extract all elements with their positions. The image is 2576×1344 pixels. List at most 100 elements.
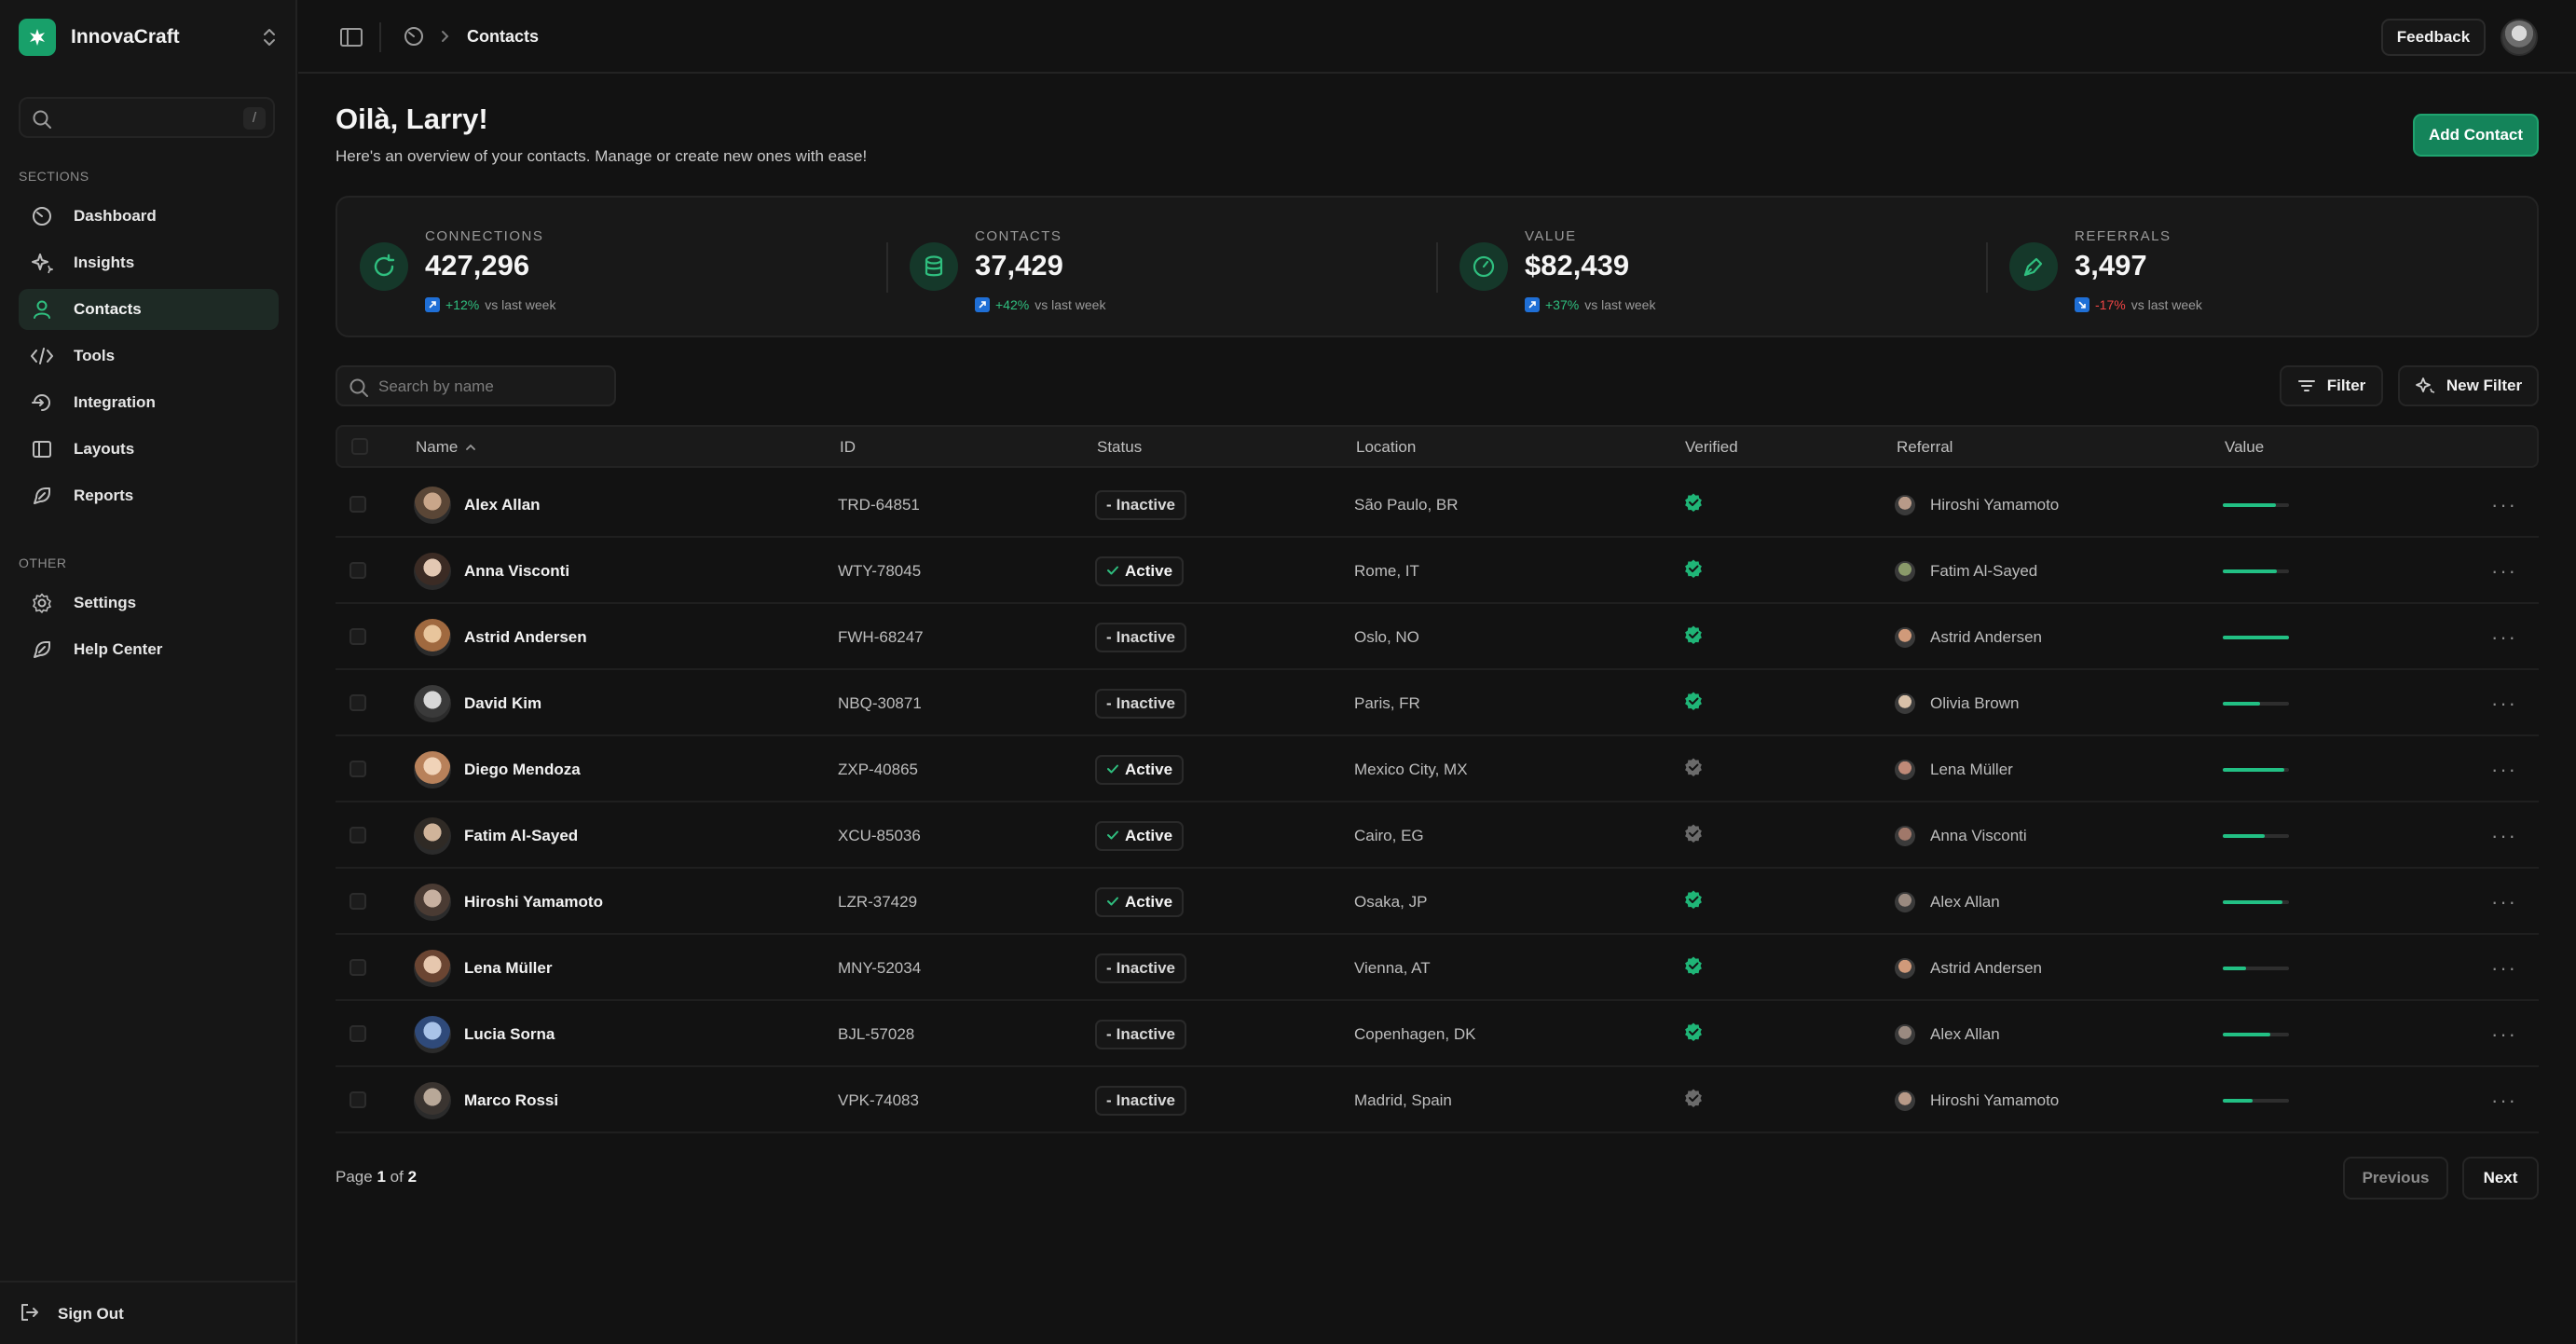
row-actions-button[interactable]: ··· xyxy=(2491,802,2517,869)
contact-name-cell[interactable]: Diego Mendoza xyxy=(414,736,581,802)
sidebar-item-integration[interactable]: Integration xyxy=(19,382,279,423)
value-cell xyxy=(2223,802,2289,869)
row-actions-button[interactable]: ··· xyxy=(2491,736,2517,802)
contact-name: Marco Rossi xyxy=(464,1090,559,1109)
sign-out-button[interactable]: Sign Out xyxy=(19,1294,124,1335)
sidebar-item-settings[interactable]: Settings xyxy=(19,583,279,624)
unverified-badge-icon xyxy=(1683,823,1704,848)
sidebar-item-contacts[interactable]: Contacts xyxy=(19,289,279,330)
column-header-value[interactable]: Value xyxy=(2225,438,2265,456)
sidebar-item-label: Help Center xyxy=(74,640,163,658)
table-row[interactable]: David Kim NBQ-30871 - Inactive Paris, FR Oliv… xyxy=(336,670,2539,736)
status-label: Inactive xyxy=(1116,693,1175,712)
table-row[interactable]: Astrid Andersen FWH-68247 - Inactive Oslo, N… xyxy=(336,604,2539,670)
breadcrumb[interactable]: Contacts xyxy=(467,27,540,46)
row-checkbox[interactable] xyxy=(349,959,366,976)
row-checkbox[interactable] xyxy=(349,1025,366,1042)
value-progress-bar xyxy=(2223,966,2289,970)
filter-button[interactable]: Filter xyxy=(2280,365,2383,406)
column-header-id[interactable]: ID xyxy=(840,438,856,456)
column-header-referral[interactable]: Referral xyxy=(1897,438,1953,456)
contact-name-cell[interactable]: Anna Visconti xyxy=(414,538,569,604)
add-contact-button[interactable]: Add Contact xyxy=(2413,114,2539,157)
select-all-checkbox[interactable] xyxy=(351,438,368,455)
contact-name-cell[interactable]: Fatim Al-Sayed xyxy=(414,802,578,869)
column-header-verified[interactable]: Verified xyxy=(1685,438,1738,456)
database-icon xyxy=(910,242,958,291)
sidebar-item-reports[interactable]: Reports xyxy=(19,475,279,516)
verified-cell xyxy=(1683,736,1704,802)
row-actions-button[interactable]: ··· xyxy=(2491,604,2517,670)
contact-name-cell[interactable]: Lena Müller xyxy=(414,935,552,1001)
sidebar-item-insights[interactable]: Insights xyxy=(19,242,279,283)
table-row[interactable]: Marco Rossi VPK-74083 - Inactive Madrid, Spa… xyxy=(336,1067,2539,1133)
sidebar-item-help-center[interactable]: Help Center xyxy=(19,629,279,670)
row-actions-button[interactable]: ··· xyxy=(2491,869,2517,935)
stat-delta: -17% vs last week xyxy=(2075,297,2202,312)
row-actions-button[interactable]: ··· xyxy=(2491,935,2517,1001)
feedback-button[interactable]: Feedback xyxy=(2381,19,2486,56)
contact-name-cell[interactable]: Astrid Andersen xyxy=(414,604,587,670)
avatar xyxy=(414,883,451,921)
table-search[interactable] xyxy=(336,365,616,406)
unverified-badge-icon xyxy=(1683,1088,1704,1113)
table-row[interactable]: Hiroshi Yamamoto LZR-37429 Active Osaka, JP… xyxy=(336,869,2539,935)
verified-badge-icon xyxy=(1683,955,1704,981)
other-label: OTHER xyxy=(19,555,67,570)
row-checkbox[interactable] xyxy=(349,893,366,910)
chevron-up-down-icon[interactable] xyxy=(259,26,280,48)
column-header-name[interactable]: Name xyxy=(416,438,476,457)
row-checkbox[interactable] xyxy=(349,562,366,579)
referral-cell: Anna Visconti xyxy=(1895,802,2027,869)
next-button[interactable]: Next xyxy=(2462,1157,2539,1200)
row-actions-button[interactable]: ··· xyxy=(2491,472,2517,538)
new-filter-button[interactable]: New Filter xyxy=(2398,365,2539,406)
contact-name-cell[interactable]: Alex Allan xyxy=(414,472,541,538)
table-row[interactable]: Diego Mendoza ZXP-40865 Active Mexico City,… xyxy=(336,736,2539,802)
row-checkbox[interactable] xyxy=(349,1091,366,1108)
search-input[interactable] xyxy=(378,375,602,399)
row-actions-button[interactable]: ··· xyxy=(2491,538,2517,604)
stat-delta-suffix: vs last week xyxy=(1035,297,1106,312)
sidebar-item-layouts[interactable]: Layouts xyxy=(19,429,279,470)
column-header-location[interactable]: Location xyxy=(1356,438,1417,456)
table-row[interactable]: Lena Müller MNY-52034 - Inactive Vienna, AT A… xyxy=(336,935,2539,1001)
avatar xyxy=(414,1081,451,1119)
dashboard-icon[interactable] xyxy=(403,25,425,52)
contact-id: WTY-78045 xyxy=(838,561,922,580)
sidebar-item-dashboard[interactable]: Dashboard xyxy=(19,196,279,237)
contact-name-cell[interactable]: Lucia Sorna xyxy=(414,1001,555,1067)
column-header-status[interactable]: Status xyxy=(1097,438,1143,456)
row-checkbox[interactable] xyxy=(349,496,366,513)
row-actions-button[interactable]: ··· xyxy=(2491,1067,2517,1133)
status-badge: Active xyxy=(1095,555,1185,586)
contact-location: Rome, IT xyxy=(1354,561,1419,580)
avatar[interactable] xyxy=(2501,19,2538,56)
value-progress-bar xyxy=(2223,701,2289,706)
referral-name: Fatim Al-Sayed xyxy=(1930,561,2038,580)
sidebar-toggle-icon[interactable] xyxy=(339,26,363,53)
sidebar-search[interactable]: / xyxy=(19,97,275,138)
row-actions-button[interactable]: ··· xyxy=(2491,1001,2517,1067)
row-actions-button[interactable]: ··· xyxy=(2491,670,2517,736)
row-checkbox[interactable] xyxy=(349,827,366,843)
row-checkbox[interactable] xyxy=(349,694,366,711)
row-checkbox[interactable] xyxy=(349,628,366,645)
contact-name-cell[interactable]: Marco Rossi xyxy=(414,1067,558,1133)
row-checkbox[interactable] xyxy=(349,761,366,777)
value-cell xyxy=(2223,604,2289,670)
table-row[interactable]: Fatim Al-Sayed XCU-85036 Active Cairo, EG An… xyxy=(336,802,2539,869)
workspace-switcher[interactable]: InnovaCraft xyxy=(19,19,280,56)
stat-referrals: REFERRALS 3,497 -17% vs last week xyxy=(1987,198,2537,336)
table-row[interactable]: Anna Visconti WTY-78045 Active Rome, IT Fati… xyxy=(336,538,2539,604)
sidebar-item-label: Insights xyxy=(74,254,135,271)
table-row[interactable]: Alex Allan TRD-64851 - Inactive São Paulo, B… xyxy=(336,472,2539,538)
contact-name-cell[interactable]: David Kim xyxy=(414,670,541,736)
referral-cell: Fatim Al-Sayed xyxy=(1895,538,2037,604)
avatar xyxy=(414,618,451,656)
sidebar-item-tools[interactable]: Tools xyxy=(19,336,279,377)
trend-down-icon xyxy=(2075,297,2090,312)
table-row[interactable]: Lucia Sorna BJL-57028 - Inactive Copenhagen,… xyxy=(336,1001,2539,1067)
contact-name-cell[interactable]: Hiroshi Yamamoto xyxy=(414,869,603,935)
previous-button[interactable]: Previous xyxy=(2343,1157,2448,1200)
